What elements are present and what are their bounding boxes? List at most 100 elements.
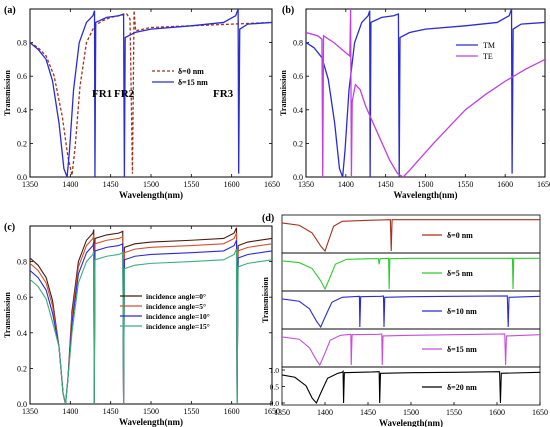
panel-d: δ=0 nm δ=5 nm δ=10 nm δ=15 nm δ=20 nm 0.0 0.5 1… — [261, 213, 548, 427]
series-layer — [30, 227, 272, 404]
series-layer — [282, 295, 540, 329]
legend-label: incidence angle=0° — [146, 292, 206, 301]
y-tick-label: 0.0 — [17, 173, 27, 182]
series-line-2 — [282, 257, 540, 291]
x-tick-label: 1500 — [403, 408, 419, 417]
series-layer — [282, 369, 540, 405]
x-tick-label: 1500 — [418, 180, 434, 189]
subplot-1: δ=0 nm — [281, 214, 541, 254]
x-tick-label: 1450 — [103, 180, 119, 189]
series-layer — [30, 9, 272, 177]
series-line-1 — [30, 10, 272, 176]
panel-label: (d) — [262, 213, 274, 224]
panel-label: (a) — [4, 5, 16, 16]
y-tick-label: 0.4 — [17, 329, 27, 338]
subplot-frame — [281, 328, 541, 368]
x-tick-label: 1550 — [183, 180, 199, 189]
x-axis-label: Wavelength(nm) — [379, 418, 443, 427]
x-tick-label: 1650 — [264, 407, 280, 416]
legend-label: incidence angle=15° — [146, 322, 210, 331]
x-tick-label: 1600 — [224, 180, 240, 189]
legend-label: incidence angle=10° — [146, 312, 210, 321]
plot-frame — [29, 8, 273, 178]
series-layer — [306, 9, 545, 177]
panel-c: 1350 1400 1450 1500 1550 1600 16500.00.20.40.6… — [3, 222, 280, 427]
series-line-5 — [282, 369, 540, 405]
legend-label: δ=10 nm — [447, 307, 477, 316]
x-tick-label: 1550 — [446, 408, 462, 417]
x-tick-label: 1400 — [317, 408, 333, 417]
x-axis-label: Wavelength(nm) — [119, 417, 183, 427]
series-line-4 — [30, 248, 272, 404]
x-tick-label: 1450 — [103, 407, 119, 416]
series-line-2 — [30, 9, 272, 177]
y-tick-label: 0.6 — [17, 293, 27, 302]
x-tick-label: 1600 — [489, 408, 505, 417]
y-tick-label: 0.6 — [293, 72, 303, 81]
subplot-2: δ=5 nm — [281, 252, 541, 292]
y-tick-label: 0.0 — [293, 173, 303, 182]
x-tick-label: 1350 — [274, 408, 290, 417]
series-line-4 — [282, 333, 540, 367]
x-tick-label: 1350 — [298, 180, 314, 189]
x-tick-label: 1550 — [457, 180, 473, 189]
subplot-3: δ=10 nm — [281, 290, 541, 330]
legend-label: TM — [483, 41, 495, 50]
y-tick-label: 0.4 — [293, 106, 303, 115]
y-tick-label: 0.4 — [17, 106, 27, 115]
x-tick-label: 1500 — [143, 407, 159, 416]
x-tick-label: 1650 — [532, 408, 548, 417]
series-layer — [282, 219, 540, 253]
y-tick-label: 0.0 — [17, 400, 27, 409]
x-tick-label: 1550 — [183, 407, 199, 416]
x-tick-label: 1500 — [143, 180, 159, 189]
annotation-fr1: FR1 — [92, 88, 112, 100]
x-axis-label: Wavelength(nm) — [119, 190, 183, 200]
legend-label: δ=0 nm — [178, 67, 204, 76]
panel-label: (b) — [282, 5, 294, 16]
y-axis-label: Transmission — [3, 70, 12, 116]
panel-b: 1350 1400 1450 1500 1550 1600 1650 0.0 0.2 0.4 0.6… — [279, 5, 550, 200]
x-tick-label: 1350 — [22, 407, 38, 416]
legend-label: δ=20 nm — [447, 383, 477, 392]
series-line-1 — [282, 219, 540, 253]
y-tick-label: 1.0 — [270, 366, 280, 375]
x-tick-label: 1450 — [378, 180, 394, 189]
x-tick-label: 1400 — [338, 180, 354, 189]
y-axis-label: Transmission — [279, 70, 288, 116]
y-axis-label: Transmission — [261, 277, 270, 323]
series-line-3 — [282, 295, 540, 329]
series-line-tm — [306, 9, 545, 177]
subplot-frame — [281, 214, 541, 254]
y-tick-label: 0.2 — [293, 139, 303, 148]
y-axis-label: Transmission — [3, 292, 12, 338]
legend-label: TE — [483, 52, 493, 61]
x-tick-label: 1400 — [62, 180, 78, 189]
x-axis-label: Wavelength(nm) — [394, 190, 458, 200]
series-layer — [282, 257, 540, 291]
series-layer — [282, 333, 540, 367]
y-tick-label: 0.6 — [17, 72, 27, 81]
legend-label: incidence angle=5° — [146, 302, 206, 311]
legend-label: δ=15 nm — [178, 78, 208, 87]
legend-label: δ=0 nm — [447, 231, 473, 240]
panel-a: 1350 1400 1450 1500 1550 1600 1650 0.0 0.2 0.4 0.6… — [3, 5, 280, 200]
y-tick-label: 0.5 — [270, 383, 280, 392]
x-tick-label: 1600 — [497, 180, 513, 189]
y-tick-label: 0.8 — [293, 39, 303, 48]
x-tick-label: 1650 — [264, 180, 280, 189]
x-tick-label: 1650 — [537, 180, 550, 189]
annotation-fr3: FR3 — [213, 88, 234, 100]
panel-label: (c) — [4, 222, 15, 233]
x-tick-label: 1600 — [224, 407, 240, 416]
x-tick-label: 1450 — [360, 408, 376, 417]
legend-label: δ=5 nm — [447, 269, 473, 278]
subplot-5: δ=20 nm 0.0 0.5 1.0 — [270, 366, 541, 408]
y-tick-label: 0.8 — [17, 39, 27, 48]
x-tick-label: 1400 — [62, 407, 78, 416]
series-line-te — [306, 9, 545, 177]
x-tick-label: 1350 — [22, 180, 38, 189]
y-tick-label: 0.0 — [270, 399, 280, 408]
legend-label: δ=15 nm — [447, 345, 477, 354]
